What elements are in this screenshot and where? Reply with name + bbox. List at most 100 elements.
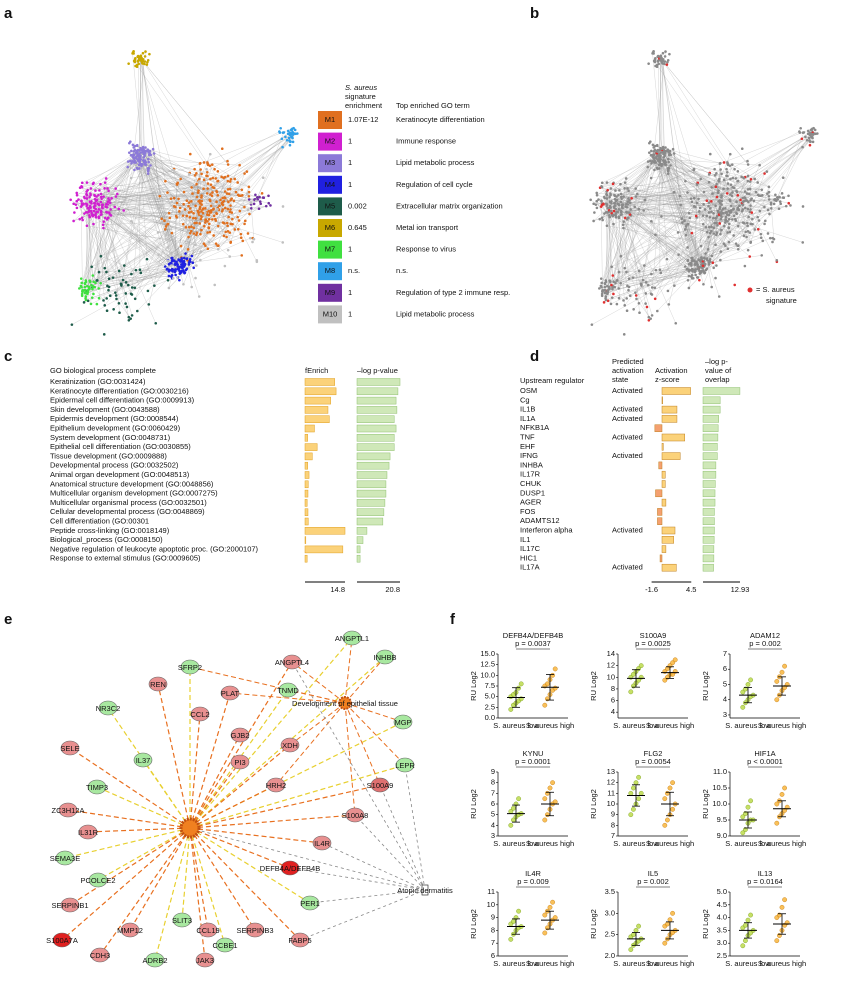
network-node bbox=[698, 259, 702, 262]
gene-node bbox=[88, 872, 108, 888]
network-node bbox=[206, 247, 210, 251]
network-node bbox=[238, 163, 241, 167]
data-point bbox=[740, 943, 746, 949]
network-node bbox=[650, 272, 653, 276]
network-node bbox=[610, 202, 613, 205]
fenrich-bar bbox=[304, 387, 337, 396]
logp-bar bbox=[356, 517, 384, 526]
data-point bbox=[552, 799, 558, 805]
network-node bbox=[247, 198, 251, 201]
network-node bbox=[187, 235, 190, 239]
enrichment: 0.002 bbox=[348, 201, 367, 210]
network-node bbox=[637, 302, 641, 305]
gene-node bbox=[87, 779, 107, 795]
network-node bbox=[176, 265, 180, 268]
go-term: Immune response bbox=[396, 137, 456, 146]
data-point bbox=[516, 685, 521, 691]
edge bbox=[157, 683, 191, 829]
network-node bbox=[202, 187, 205, 191]
network-node bbox=[667, 160, 670, 164]
network-node bbox=[170, 262, 173, 265]
network-node bbox=[236, 181, 239, 184]
network-node bbox=[229, 208, 232, 211]
gene-label: IL4R bbox=[314, 839, 330, 848]
network-node bbox=[712, 266, 715, 270]
edge bbox=[309, 889, 426, 904]
data-point bbox=[670, 780, 675, 786]
network-node bbox=[178, 210, 181, 213]
network-node bbox=[93, 193, 96, 197]
y-tick-label: 10.0 bbox=[480, 670, 495, 679]
network-edge bbox=[613, 228, 624, 282]
y-tick-label: 2.5 bbox=[485, 702, 495, 711]
network-node bbox=[75, 191, 79, 195]
column-header: Upstream regulator bbox=[520, 376, 585, 385]
network-edge bbox=[711, 244, 716, 257]
y-tick-label: 11 bbox=[607, 788, 615, 797]
network-node bbox=[280, 137, 284, 141]
network-node bbox=[226, 224, 229, 228]
network-edge bbox=[193, 228, 210, 268]
y-axis-title: RU Log2 bbox=[469, 671, 478, 701]
network-node bbox=[717, 295, 721, 298]
network-node bbox=[768, 212, 771, 216]
network-node bbox=[698, 278, 701, 282]
go-term: Epidermal cell differentiation (GO:00099… bbox=[50, 396, 195, 405]
plot-title: ADAM12 bbox=[750, 631, 780, 640]
module-swatch bbox=[318, 219, 342, 237]
network-node bbox=[598, 287, 601, 290]
network-node bbox=[719, 258, 722, 262]
network-node bbox=[727, 240, 731, 244]
network-node bbox=[686, 259, 690, 262]
network-node bbox=[619, 254, 623, 258]
network-node bbox=[221, 200, 225, 204]
network-node bbox=[694, 273, 697, 277]
network-node bbox=[107, 197, 110, 200]
network-node bbox=[130, 293, 134, 296]
logp-bar bbox=[356, 545, 361, 554]
network-node bbox=[236, 193, 240, 197]
logp-bar bbox=[356, 434, 395, 442]
network-node bbox=[705, 199, 709, 203]
network-node bbox=[94, 204, 97, 207]
y-tick-label: 6 bbox=[491, 951, 495, 960]
network-edge bbox=[76, 201, 129, 318]
network-node bbox=[94, 189, 97, 192]
network-node bbox=[132, 150, 136, 153]
network-node bbox=[121, 278, 125, 282]
data-point bbox=[552, 915, 558, 920]
network-node bbox=[759, 232, 763, 236]
network-node bbox=[97, 216, 101, 220]
network-node bbox=[233, 177, 237, 181]
network-node bbox=[625, 309, 629, 313]
network-b bbox=[589, 50, 819, 336]
hub-label: Atopic dermatitis bbox=[397, 886, 453, 895]
data-point bbox=[743, 922, 748, 928]
logp-bar bbox=[702, 387, 741, 395]
gene-node bbox=[266, 777, 286, 793]
network-node bbox=[751, 217, 754, 221]
network-node bbox=[180, 269, 183, 273]
column-header: z-score bbox=[655, 375, 680, 384]
network-edge bbox=[626, 211, 724, 214]
network-node bbox=[187, 204, 190, 208]
network-edge bbox=[615, 213, 710, 218]
network-node bbox=[172, 276, 175, 280]
go-term: Epithelium development (GO:0060429) bbox=[50, 423, 181, 432]
network-node bbox=[201, 211, 205, 215]
network-node bbox=[622, 333, 626, 336]
y-tick-label: 9.0 bbox=[717, 831, 727, 840]
network-node bbox=[146, 58, 150, 62]
network-edge bbox=[744, 197, 778, 262]
network-edge bbox=[742, 209, 769, 223]
network-node bbox=[97, 193, 100, 197]
network-node bbox=[724, 207, 727, 210]
network-node bbox=[88, 280, 92, 284]
network-node bbox=[212, 186, 216, 190]
network-node bbox=[231, 217, 234, 221]
gene-label: ANGPTL4 bbox=[275, 658, 309, 667]
network-edge bbox=[711, 187, 762, 190]
y-tick-label: 2.0 bbox=[605, 951, 615, 960]
network-node bbox=[728, 164, 732, 167]
network-node bbox=[167, 286, 171, 290]
